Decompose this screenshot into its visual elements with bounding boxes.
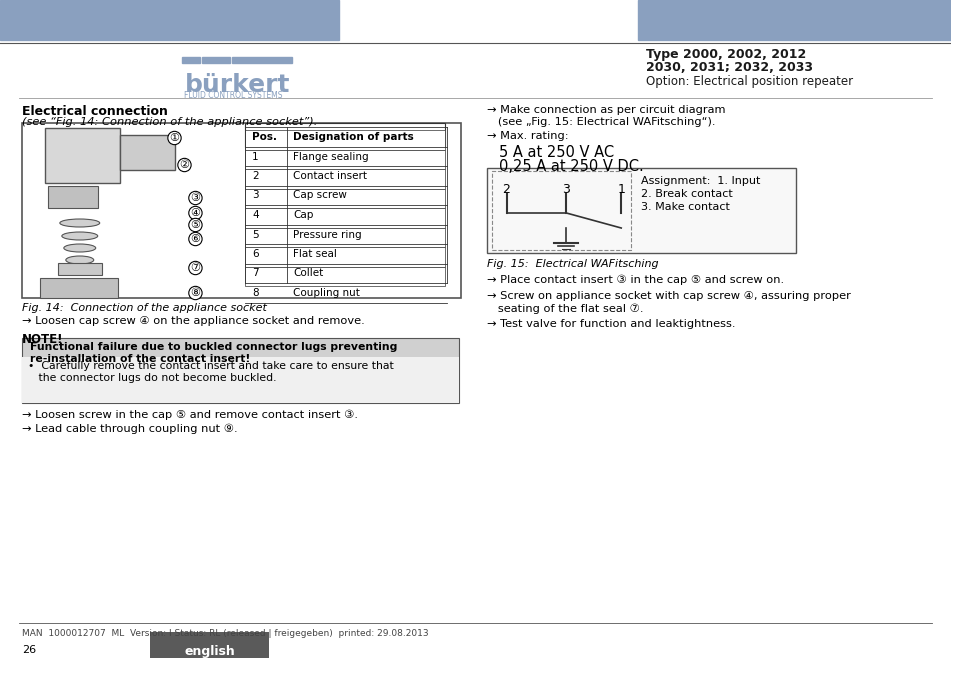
Text: Fig. 15:  Electrical WAFitsching: Fig. 15: Electrical WAFitsching bbox=[486, 259, 658, 269]
Text: 1: 1 bbox=[617, 183, 624, 196]
Bar bbox=[119, 135, 174, 170]
Bar bbox=[22, 123, 460, 298]
Text: ⑤: ⑤ bbox=[191, 220, 200, 230]
Bar bbox=[245, 130, 444, 149]
Text: ③: ③ bbox=[191, 193, 200, 203]
Text: ⑧: ⑧ bbox=[191, 288, 200, 298]
Ellipse shape bbox=[60, 219, 100, 227]
Text: ⑦: ⑦ bbox=[191, 263, 200, 273]
Text: seating of the flat seal ⑦.: seating of the flat seal ⑦. bbox=[486, 304, 642, 314]
Text: ②: ② bbox=[179, 160, 190, 170]
Bar bbox=[22, 338, 458, 403]
Text: Cap: Cap bbox=[293, 210, 314, 220]
Ellipse shape bbox=[62, 232, 97, 240]
Text: Option: Electrical position repeater: Option: Electrical position repeater bbox=[645, 75, 852, 88]
Bar bbox=[233, 57, 292, 63]
Bar bbox=[245, 123, 444, 147]
Text: Electrical connection: Electrical connection bbox=[22, 105, 168, 118]
Text: Pressure ring: Pressure ring bbox=[293, 229, 361, 240]
Text: FLUID CONTROL SYSTEMS: FLUID CONTROL SYSTEMS bbox=[184, 91, 283, 100]
Bar bbox=[245, 267, 444, 286]
Text: Flange sealing: Flange sealing bbox=[293, 151, 369, 162]
Text: 2: 2 bbox=[252, 171, 258, 181]
Text: re-installation of the contact insert!: re-installation of the contact insert! bbox=[30, 354, 250, 364]
Bar bbox=[45, 128, 119, 183]
Text: → Test valve for function and leaktightness.: → Test valve for function and leaktightn… bbox=[486, 319, 735, 329]
Text: (see “Fig. 14: Connection of the appliance socket”).: (see “Fig. 14: Connection of the applian… bbox=[22, 117, 317, 127]
Text: the connector lugs do not become buckled.: the connector lugs do not become buckled… bbox=[28, 373, 276, 383]
Text: 3: 3 bbox=[562, 183, 570, 196]
Text: → Make connection as per circuit diagram: → Make connection as per circuit diagram bbox=[486, 105, 724, 115]
Text: english: english bbox=[184, 645, 234, 658]
Ellipse shape bbox=[66, 256, 93, 264]
Bar bbox=[245, 149, 444, 169]
Text: 4: 4 bbox=[252, 210, 258, 220]
Bar bbox=[58, 263, 102, 275]
Text: → Place contact insert ③ in the cap ⑤ and screw on.: → Place contact insert ③ in the cap ⑤ an… bbox=[486, 275, 783, 285]
Text: ⑥: ⑥ bbox=[191, 234, 200, 244]
Text: Designation of parts: Designation of parts bbox=[293, 132, 414, 142]
Bar bbox=[245, 188, 444, 208]
Bar bbox=[22, 357, 458, 403]
Text: 7: 7 bbox=[252, 269, 258, 279]
Text: → Screw on appliance socket with cap screw ④, assuring proper: → Screw on appliance socket with cap scr… bbox=[486, 291, 849, 301]
Ellipse shape bbox=[64, 244, 95, 252]
Text: → Max. rating:: → Max. rating: bbox=[486, 131, 568, 141]
Text: 2030, 2031; 2032, 2033: 2030, 2031; 2032, 2033 bbox=[645, 61, 812, 74]
Text: Collet: Collet bbox=[293, 269, 323, 279]
Bar bbox=[202, 57, 230, 63]
Text: Pos.: Pos. bbox=[252, 132, 277, 142]
Bar bbox=[486, 168, 795, 253]
Bar bbox=[245, 227, 444, 247]
Text: MAN  1000012707  ML  Version: I Status: RL (released | freigegeben)  printed: 29: MAN 1000012707 ML Version: I Status: RL … bbox=[22, 629, 428, 638]
Bar bbox=[638, 0, 950, 40]
Text: 8: 8 bbox=[252, 288, 258, 298]
Bar bbox=[182, 57, 200, 63]
Text: 5: 5 bbox=[252, 229, 258, 240]
Text: Coupling nut: Coupling nut bbox=[293, 288, 359, 298]
Text: 5 A at 250 V AC: 5 A at 250 V AC bbox=[498, 145, 613, 160]
Text: Flat seal: Flat seal bbox=[293, 249, 336, 259]
Text: Functional failure due to buckled connector lugs preventing: Functional failure due to buckled connec… bbox=[30, 342, 396, 352]
Text: Cap screw: Cap screw bbox=[293, 190, 347, 201]
Text: (see „Fig. 15: Electrical WAFitsching“).: (see „Fig. 15: Electrical WAFitsching“). bbox=[486, 117, 715, 127]
Text: 3. Make contact: 3. Make contact bbox=[640, 202, 729, 212]
Bar bbox=[40, 278, 117, 298]
Text: Assignment:  1. Input: Assignment: 1. Input bbox=[640, 176, 760, 186]
Bar bbox=[245, 208, 444, 227]
Text: → Lead cable through coupling nut ⑨.: → Lead cable through coupling nut ⑨. bbox=[22, 424, 237, 434]
Text: 26: 26 bbox=[22, 645, 36, 655]
Text: bürkert: bürkert bbox=[184, 73, 290, 97]
Text: NOTE!: NOTE! bbox=[22, 333, 63, 346]
Text: 3: 3 bbox=[252, 190, 258, 201]
Text: 0,25 A at 250 V DC.: 0,25 A at 250 V DC. bbox=[498, 159, 642, 174]
Text: 2: 2 bbox=[502, 183, 510, 196]
Text: → Loosen cap screw ④ on the appliance socket and remove.: → Loosen cap screw ④ on the appliance so… bbox=[22, 316, 364, 326]
Text: → Loosen screw in the cap ⑤ and remove contact insert ③.: → Loosen screw in the cap ⑤ and remove c… bbox=[22, 410, 357, 421]
Bar bbox=[150, 632, 269, 658]
Text: Type 2000, 2002, 2012: Type 2000, 2002, 2012 bbox=[645, 48, 805, 61]
Bar bbox=[0, 0, 338, 40]
Text: ①: ① bbox=[170, 133, 179, 143]
Text: 6: 6 bbox=[252, 249, 258, 259]
Bar bbox=[245, 247, 444, 267]
Text: Fig. 14:  Connection of the appliance socket: Fig. 14: Connection of the appliance soc… bbox=[22, 303, 267, 313]
Bar bbox=[245, 169, 444, 188]
Text: ④: ④ bbox=[191, 208, 200, 218]
Bar bbox=[491, 171, 631, 250]
Text: Contact insert: Contact insert bbox=[293, 171, 367, 181]
Bar bbox=[48, 186, 97, 208]
Text: •  Carefully remove the contact insert and take care to ensure that: • Carefully remove the contact insert an… bbox=[28, 361, 394, 371]
Text: 2. Break contact: 2. Break contact bbox=[640, 189, 732, 199]
Text: 1: 1 bbox=[252, 151, 258, 162]
